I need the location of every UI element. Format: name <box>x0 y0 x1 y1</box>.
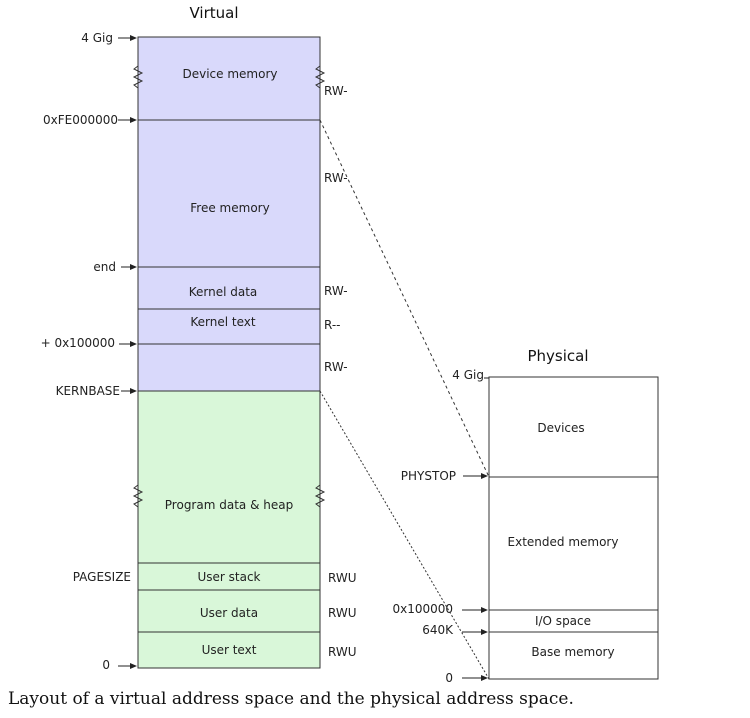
figure-caption: Layout of a virtual address space and th… <box>8 689 574 709</box>
addr-virtual-4gig: 4 Gig <box>81 31 113 45</box>
perm-device: RW- <box>324 84 348 98</box>
break-mark-left-device <box>132 65 144 89</box>
physical-title: Physical <box>527 347 588 365</box>
region-free-memory: Free memory <box>190 201 269 215</box>
perm-user-data: RWU <box>328 606 357 620</box>
addr-devspace: 0xFE000000 <box>43 113 118 127</box>
physical-column: Devices Extended memory I/O space Base m… <box>392 368 659 685</box>
perm-user-text: RWU <box>328 645 357 659</box>
region-program-data-heap: Program data & heap <box>165 498 293 512</box>
region-user-text: User text <box>202 643 257 657</box>
addr-phystop: PHYSTOP <box>401 469 456 483</box>
virtual-outline <box>137 36 321 669</box>
addr-end: end <box>93 260 116 274</box>
perm-free: RW- <box>324 171 348 185</box>
addr-physical-zero: 0 <box>445 671 453 685</box>
region-io-space: I/O space <box>535 614 591 628</box>
virtual-title: Virtual <box>189 4 238 22</box>
addr-pagesize: PAGESIZE <box>73 570 131 584</box>
region-kernel-data: Kernel data <box>189 285 258 299</box>
perm-kernel-text: R-- <box>324 318 341 332</box>
region-extended-memory: Extended memory <box>508 535 619 549</box>
physical-outline <box>488 376 659 680</box>
kernel-space-area <box>138 37 320 391</box>
region-user-data: User data <box>200 606 258 620</box>
break-mark-right-device <box>314 65 326 89</box>
region-user-stack: User stack <box>197 570 260 584</box>
address-space-diagram: Virtual Physical Device memory Free memo… <box>41 4 659 685</box>
addr-physical-4gig: 4 Gig <box>452 368 484 382</box>
addr-kernbase: KERNBASE <box>56 384 120 398</box>
perm-kernel-data: RW- <box>324 284 348 298</box>
addr-extmem: 0x100000 <box>392 602 453 616</box>
break-mark-right-heap <box>314 484 326 508</box>
addr-kernlink: + 0x100000 <box>41 336 115 350</box>
region-kernel-text: Kernel text <box>190 315 255 329</box>
region-devices: Devices <box>537 421 584 435</box>
virtual-column: Device memory Free memory Kernel data Ke… <box>41 31 357 672</box>
user-space-area <box>138 391 320 668</box>
addr-virtual-zero: 0 <box>102 658 110 672</box>
mapping-line-lower <box>319 390 490 680</box>
break-mark-left-heap <box>132 484 144 508</box>
perm-user-stack: RWU <box>328 571 357 585</box>
region-device-memory: Device memory <box>183 67 278 81</box>
addr-640k: 640K <box>422 623 454 637</box>
region-base-memory: Base memory <box>531 645 614 659</box>
perm-low-kernel: RW- <box>324 360 348 374</box>
